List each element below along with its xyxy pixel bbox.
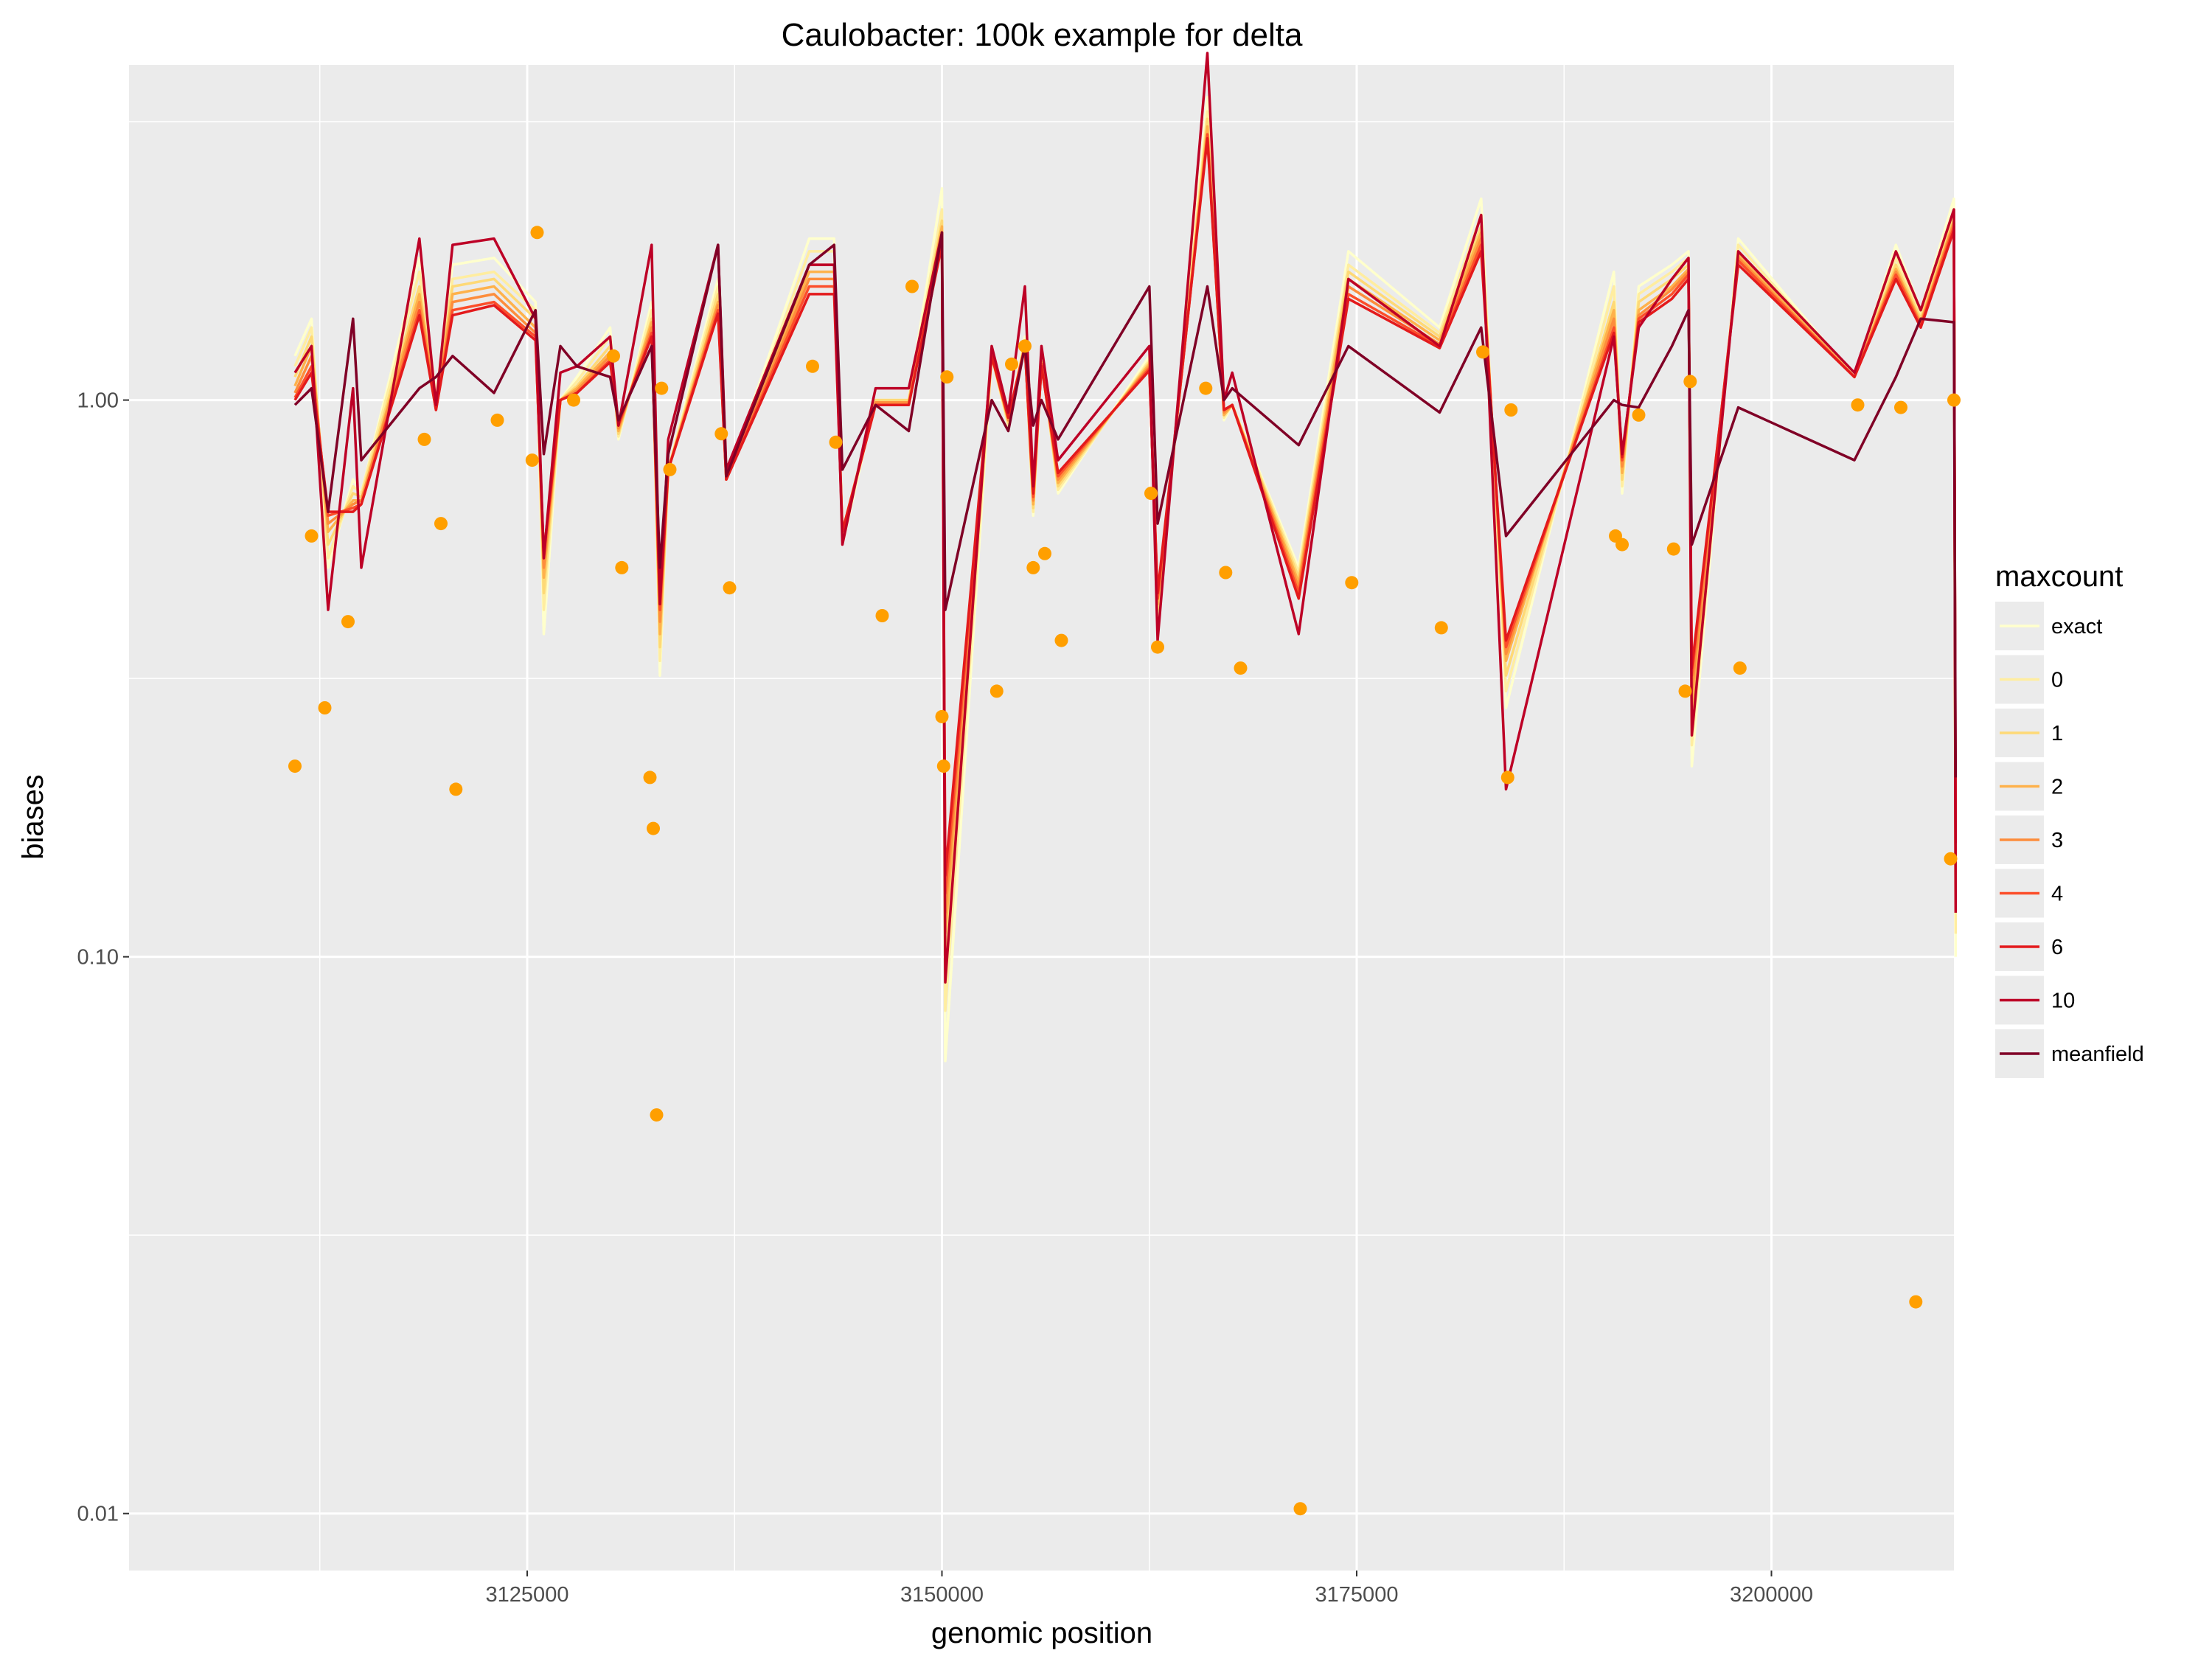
data-point bbox=[1234, 661, 1248, 675]
data-point bbox=[1026, 560, 1040, 574]
data-point bbox=[643, 771, 657, 785]
data-point bbox=[1909, 1295, 1923, 1309]
legend-label: 4 bbox=[2051, 883, 2063, 906]
y-axis-title: biases bbox=[17, 774, 49, 860]
data-point bbox=[1476, 345, 1489, 359]
legend: maxcount exact 0 1 2 3 4 6 10 meanfield bbox=[1995, 560, 2144, 1078]
x-axis-title: genomic position bbox=[931, 1617, 1152, 1649]
x-tick-label: 3200000 bbox=[1730, 1583, 1813, 1607]
x-tick-label: 3125000 bbox=[486, 1583, 569, 1607]
data-point bbox=[1851, 398, 1865, 412]
data-point bbox=[650, 1108, 664, 1122]
legend-title: maxcount bbox=[1995, 560, 2123, 593]
data-point bbox=[567, 393, 580, 407]
legend-label: 3 bbox=[2051, 829, 2063, 852]
series-line-meanfield bbox=[293, 231, 1958, 778]
data-point bbox=[714, 427, 728, 441]
observed-points bbox=[288, 226, 1961, 1516]
chart-title: Caulobacter: 100k example for delta bbox=[782, 17, 1303, 53]
data-point bbox=[723, 581, 737, 595]
legend-label: meanfield bbox=[2051, 1043, 2144, 1066]
data-point bbox=[1894, 400, 1907, 414]
legend-label: exact bbox=[2051, 615, 2102, 639]
data-point bbox=[1615, 538, 1629, 552]
data-point bbox=[305, 529, 319, 543]
data-point bbox=[1054, 633, 1068, 647]
data-point bbox=[990, 684, 1004, 698]
data-point bbox=[490, 413, 504, 427]
legend-label: 1 bbox=[2051, 722, 2063, 745]
data-point bbox=[1345, 576, 1359, 590]
data-point bbox=[663, 462, 677, 476]
y-tick-label: 0.10 bbox=[77, 946, 119, 970]
data-point bbox=[341, 615, 355, 629]
data-point bbox=[434, 517, 448, 531]
data-point bbox=[1733, 661, 1747, 675]
data-point bbox=[1666, 542, 1680, 556]
data-point bbox=[875, 609, 889, 622]
data-point bbox=[530, 226, 544, 240]
legend-label: 10 bbox=[2051, 990, 2075, 1013]
data-point bbox=[1018, 339, 1032, 353]
data-point bbox=[1683, 375, 1697, 389]
data-point bbox=[318, 701, 332, 714]
data-point bbox=[1500, 771, 1514, 785]
legend-label: 0 bbox=[2051, 669, 2063, 692]
data-point bbox=[935, 709, 949, 723]
legend-entries: exact 0 1 2 3 4 6 10 meanfield bbox=[1995, 602, 2144, 1078]
data-point bbox=[615, 560, 629, 574]
data-point bbox=[655, 381, 669, 395]
x-tick-label: 3175000 bbox=[1315, 1583, 1399, 1607]
y-axis: 0.01 0.10 1.00 bbox=[77, 389, 129, 1526]
data-point bbox=[1219, 566, 1233, 580]
data-point bbox=[1504, 403, 1518, 417]
data-point bbox=[647, 821, 660, 835]
data-point bbox=[1199, 381, 1213, 395]
data-point bbox=[1038, 546, 1051, 560]
data-point bbox=[417, 432, 431, 446]
data-point bbox=[905, 279, 919, 293]
data-point bbox=[607, 349, 620, 363]
data-point bbox=[806, 359, 819, 373]
data-point bbox=[940, 370, 954, 384]
y-tick-label: 1.00 bbox=[77, 389, 119, 413]
data-point bbox=[1005, 357, 1018, 371]
data-point bbox=[829, 435, 843, 449]
legend-label: 2 bbox=[2051, 776, 2063, 799]
data-point bbox=[936, 759, 950, 773]
x-tick-label: 3150000 bbox=[900, 1583, 984, 1607]
data-point bbox=[525, 453, 539, 467]
y-tick-label: 0.01 bbox=[77, 1503, 119, 1526]
data-point bbox=[1947, 393, 1961, 407]
data-point bbox=[1293, 1502, 1307, 1516]
data-point bbox=[288, 759, 302, 773]
x-axis: 3125000 3150000 3175000 3200000 bbox=[486, 1571, 1813, 1607]
data-point bbox=[1151, 640, 1164, 654]
legend-label: 6 bbox=[2051, 936, 2063, 959]
data-point bbox=[1632, 408, 1646, 422]
data-point bbox=[1144, 487, 1158, 501]
data-point bbox=[449, 782, 463, 796]
data-point bbox=[1678, 684, 1692, 698]
series-lines bbox=[293, 52, 1958, 1062]
data-point bbox=[1944, 852, 1958, 866]
data-point bbox=[1434, 621, 1448, 635]
